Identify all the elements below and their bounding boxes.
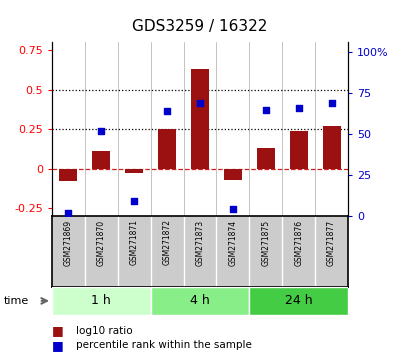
Point: [164, 108, 170, 114]
Text: GSM271873: GSM271873: [196, 219, 204, 266]
Bar: [158, 129, 176, 169]
Point: [296, 105, 302, 111]
Text: 24 h: 24 h: [285, 295, 312, 307]
Point: [131, 198, 138, 204]
Point: [262, 107, 269, 113]
Bar: [59, 169, 78, 181]
Bar: [151, 287, 249, 315]
Text: 4 h: 4 h: [190, 295, 210, 307]
Point: [328, 100, 335, 106]
Point: [230, 207, 236, 212]
Bar: [52, 287, 151, 315]
Text: GSM271869: GSM271869: [64, 219, 73, 266]
Text: GSM271871: GSM271871: [130, 219, 139, 266]
Text: 1 h: 1 h: [92, 295, 111, 307]
Point: [65, 210, 72, 216]
Text: GSM271877: GSM271877: [327, 219, 336, 266]
Text: GSM271872: GSM271872: [163, 219, 172, 266]
Bar: [191, 69, 209, 169]
Text: GSM271870: GSM271870: [97, 219, 106, 266]
Bar: [257, 148, 275, 169]
Bar: [249, 287, 348, 315]
Bar: [125, 169, 143, 173]
Text: time: time: [4, 296, 29, 306]
Text: GSM271876: GSM271876: [294, 219, 303, 266]
Point: [197, 100, 203, 106]
Text: GSM271875: GSM271875: [261, 219, 270, 266]
Text: ■: ■: [52, 339, 64, 352]
Bar: [322, 126, 340, 169]
Bar: [290, 131, 308, 169]
Point: [98, 128, 104, 134]
Text: GSM271874: GSM271874: [228, 219, 237, 266]
Text: log10 ratio: log10 ratio: [76, 326, 133, 336]
Bar: [224, 169, 242, 180]
Text: GDS3259 / 16322: GDS3259 / 16322: [132, 19, 268, 34]
Text: ■: ■: [52, 325, 64, 337]
Text: percentile rank within the sample: percentile rank within the sample: [76, 340, 252, 350]
Bar: [92, 151, 110, 169]
